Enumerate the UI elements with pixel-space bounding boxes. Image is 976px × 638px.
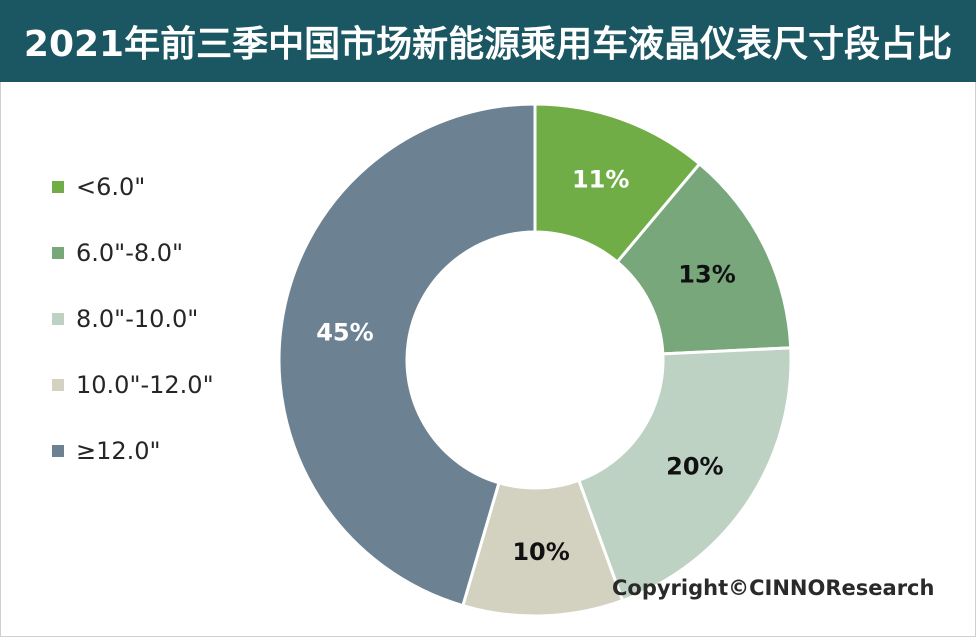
legend-swatch [52,445,64,457]
slice-label-4: 10% [512,538,569,566]
title-bar: 2021年前三季中国市场新能源乘用车液晶仪表尺寸段占比 [0,0,976,82]
slice-label-5: 45% [316,319,373,347]
slice-label-1: 11% [572,166,629,194]
legend-item-2: 6.0"-8.0" [52,236,183,270]
legend-item-3: 8.0"-10.0" [52,302,198,336]
legend-swatch [52,313,64,325]
legend-item-5: ≥12.0" [52,434,161,468]
legend-item-1: <6.0" [52,170,145,204]
slice-label-2: 13% [678,261,735,289]
legend-label: 6.0"-8.0" [76,239,184,267]
slice-label-3: 20% [666,452,723,480]
donut-slice-3 [576,346,793,603]
legend-swatch [52,247,64,259]
legend-swatch [52,379,64,391]
legend-label: <6.0" [76,173,146,201]
donut-slice-5 [277,102,537,608]
chart-title: 2021年前三季中国市场新能源乘用车液晶仪表尺寸段占比 [23,24,953,65]
legend-label: ≥12.0" [76,437,161,465]
legend-label: 10.0"-12.0" [76,371,214,399]
copyright-text: Copyright©CINNOResearch [612,576,935,600]
legend-item-4: 10.0"-12.0" [52,368,214,402]
legend-label: 8.0"-10.0" [76,305,199,333]
legend-swatch [52,181,64,193]
